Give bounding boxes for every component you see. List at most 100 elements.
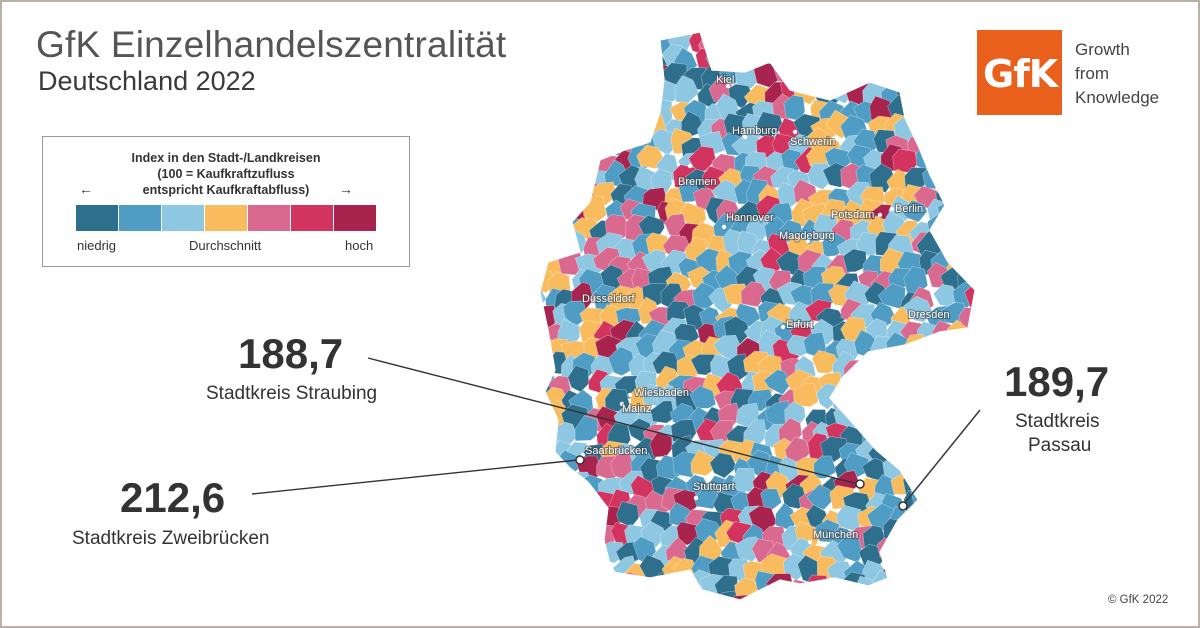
district-region: [939, 577, 969, 600]
district-region: [931, 119, 958, 145]
district-region: [920, 543, 949, 570]
district-region: [616, 99, 644, 124]
district-region: [545, 575, 571, 600]
district-region: [540, 45, 548, 71]
district-region: [550, 170, 578, 198]
district-region: [502, 318, 529, 343]
district-region: [540, 507, 545, 530]
district-region: [645, 597, 672, 600]
district-region: [941, 233, 969, 258]
city-dot: [627, 392, 633, 398]
district-region: [777, 32, 808, 43]
district-region: [868, 373, 895, 399]
city-label: Düsseldorf: [582, 293, 636, 305]
district-region: [967, 315, 975, 339]
district-region: [540, 32, 567, 42]
district-region: [968, 390, 975, 417]
district-region: [591, 78, 616, 105]
district-region: [540, 301, 544, 330]
district-region: [540, 128, 559, 155]
district-region: [803, 32, 830, 62]
district-region: [955, 535, 975, 563]
district-region: [955, 372, 975, 395]
district-region: [564, 544, 591, 569]
district-region: [510, 49, 532, 73]
district-region: [853, 406, 879, 432]
district-region: [585, 65, 614, 90]
district-region: [503, 213, 529, 240]
district-region: [930, 523, 955, 549]
city-wiesbaden: Wiesbaden: [627, 386, 690, 400]
district-region: [540, 183, 565, 214]
district-region: [953, 116, 975, 143]
district-region: [810, 32, 836, 40]
district-region: [887, 439, 914, 467]
district-region: [820, 436, 848, 463]
district-region: [560, 67, 589, 92]
district-region: [540, 99, 558, 126]
district-region: [906, 409, 935, 433]
district-region: [551, 129, 577, 157]
district-region: [505, 15, 531, 42]
district-region: [627, 46, 652, 76]
district-region: [740, 281, 769, 308]
legend-swatch: [334, 205, 376, 231]
district-region: [502, 385, 530, 411]
district-region: [540, 350, 552, 379]
city-dot: [807, 539, 813, 545]
district-region: [959, 200, 975, 230]
district-region: [900, 389, 921, 418]
city-label: Schwerin: [790, 136, 835, 148]
district-region: [540, 165, 557, 195]
district-region: [571, 32, 600, 36]
district-region: [540, 561, 564, 587]
district-region: [540, 399, 541, 428]
district-region: [542, 151, 571, 178]
legend-swatch: [205, 205, 247, 231]
district-region: [944, 372, 970, 399]
district-region: [715, 32, 744, 56]
city-dot: [909, 317, 915, 323]
district-region: [576, 151, 600, 178]
city-label: Wiesbaden: [634, 387, 689, 399]
district-region: [958, 237, 975, 262]
city-label: Erfurt: [786, 319, 813, 331]
district-region: [775, 34, 801, 64]
city-label: Hamburg: [732, 125, 777, 137]
district-region: [885, 542, 910, 572]
district-region: [954, 338, 975, 369]
city-dot: [805, 238, 811, 244]
district-region: [514, 135, 537, 158]
district-region: [823, 52, 852, 73]
district-region: [540, 555, 546, 580]
district-region: [845, 380, 868, 410]
district-region: [928, 491, 955, 514]
district-region: [561, 116, 587, 144]
city-dot: [877, 212, 883, 218]
callout-line-passau: [903, 409, 981, 505]
district-region: [761, 32, 790, 43]
district-region: [557, 185, 585, 211]
district-region: [557, 32, 583, 36]
district-region: [806, 483, 836, 511]
district-region: [511, 539, 539, 567]
district-region: [690, 353, 716, 376]
city-label: Berlin: [895, 203, 923, 215]
copyright: © GfK 2022: [1108, 594, 1169, 606]
district-region: [831, 387, 855, 414]
district-region: [947, 591, 971, 600]
district-region: [885, 577, 911, 600]
district-region: [810, 47, 837, 72]
district-region: [918, 527, 943, 554]
district-region: [945, 552, 972, 582]
district-region: [585, 554, 612, 583]
legend: Index in den Stadt-/Landkreisen (100 = K…: [42, 136, 410, 267]
district-region: [882, 416, 907, 444]
district-region: [922, 337, 945, 360]
district-region: [920, 134, 945, 164]
city-label: Dresden: [908, 309, 950, 321]
legend-swatch: [119, 205, 161, 231]
district-region: [924, 502, 951, 528]
district-region: [504, 555, 531, 582]
